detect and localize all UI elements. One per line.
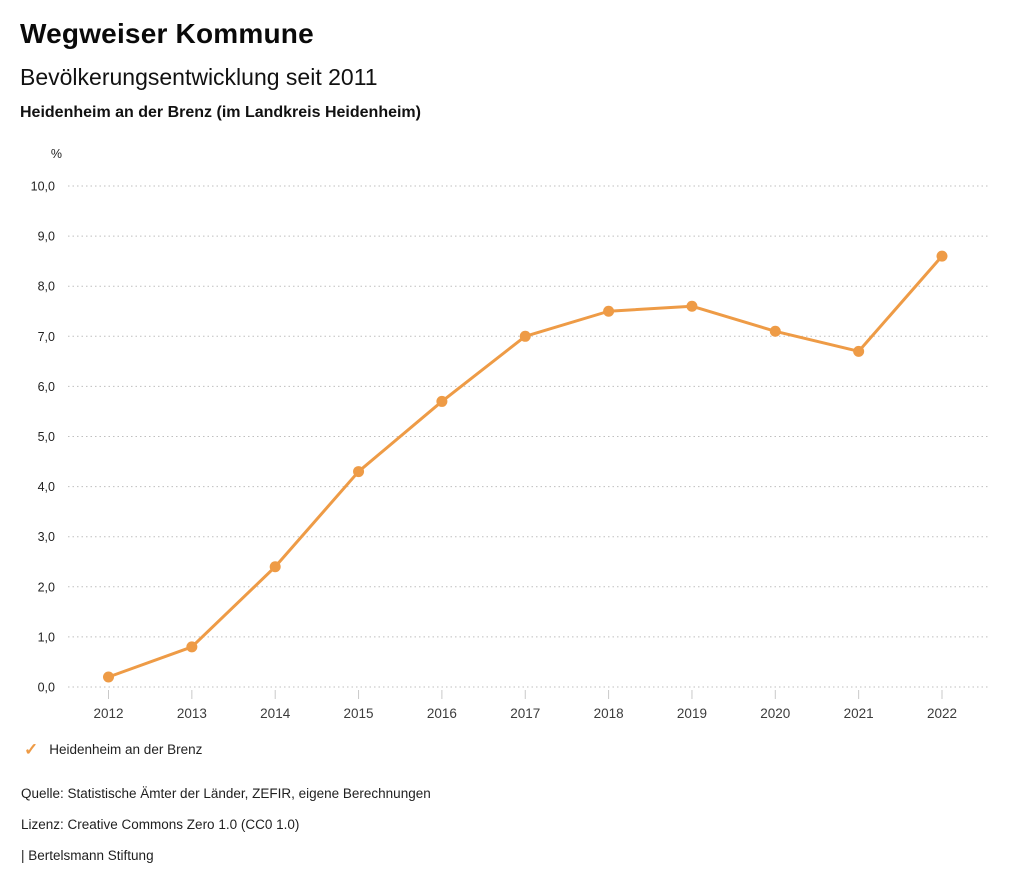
license-note: Lizenz: Creative Commons Zero 1.0 (CC0 1… — [21, 817, 300, 832]
x-axis-tick-label: 2012 — [93, 706, 123, 721]
y-axis-tick-label: 2,0 — [38, 580, 55, 594]
x-axis-tick-label: 2014 — [260, 706, 291, 721]
data-point[interactable] — [353, 466, 365, 478]
data-point[interactable] — [519, 330, 531, 342]
y-axis-tick-label: 7,0 — [38, 330, 55, 344]
y-axis-tick-label: 4,0 — [38, 480, 55, 494]
data-point[interactable] — [603, 305, 615, 317]
y-axis-tick-label: 1,0 — [38, 630, 55, 644]
data-point[interactable] — [853, 345, 865, 357]
y-axis-tick-label: 3,0 — [38, 530, 55, 544]
y-axis-unit-label: % — [51, 147, 62, 161]
x-axis-tick-label: 2017 — [510, 706, 540, 721]
y-axis-tick-label: 8,0 — [38, 280, 55, 294]
y-axis-tick-label: 9,0 — [38, 230, 55, 244]
data-point[interactable] — [936, 250, 948, 262]
y-axis-tick-label: 6,0 — [38, 380, 55, 394]
data-point[interactable] — [436, 395, 448, 407]
legend-check-icon: ✓ — [24, 740, 39, 759]
x-axis-tick-label: 2016 — [427, 706, 457, 721]
app-title: Wegweiser Kommune — [20, 18, 314, 49]
x-axis-tick-label: 2013 — [177, 706, 207, 721]
y-axis-tick-label: 5,0 — [38, 430, 55, 444]
chart-region-subtitle: Heidenheim an der Brenz (im Landkreis He… — [20, 104, 421, 121]
source-note: Quelle: Statistische Ämter der Länder, Z… — [21, 786, 431, 801]
x-axis-tick-label: 2018 — [594, 706, 624, 721]
legend-label: Heidenheim an der Brenz — [49, 742, 203, 757]
x-axis-tick-label: 2022 — [927, 706, 957, 721]
attribution-note: | Bertelsmann Stiftung — [21, 848, 154, 863]
x-axis-tick-label: 2015 — [344, 706, 374, 721]
data-point[interactable] — [186, 641, 198, 653]
x-axis-tick-label: 2020 — [760, 706, 790, 721]
data-point[interactable] — [686, 300, 698, 312]
data-point[interactable] — [269, 561, 281, 573]
data-point[interactable] — [103, 671, 114, 683]
chart-title: Bevölkerungsentwicklung seit 2011 — [20, 64, 378, 90]
x-axis-tick-label: 2021 — [844, 706, 874, 721]
population-line-chart[interactable]: 0,0 1,0 2,0 3,0 4,0 5,0 6,0 7,0 8,0 9,0 10,0% 2012 2… — [0, 140, 1024, 740]
legend-item[interactable]: ✓ Heidenheim an der Brenz — [24, 741, 202, 758]
y-axis-tick-label: 0,0 — [38, 681, 55, 695]
series-line — [107, 254, 944, 679]
x-axis-tick-label: 2019 — [677, 706, 707, 721]
chart-canvas: 0,0 1,0 2,0 3,0 4,0 5,0 6,0 7,0 8,0 9,0 10,0% 2012 2… — [31, 147, 988, 721]
data-point[interactable] — [769, 325, 781, 337]
y-axis-tick-label: 10,0 — [31, 180, 55, 194]
